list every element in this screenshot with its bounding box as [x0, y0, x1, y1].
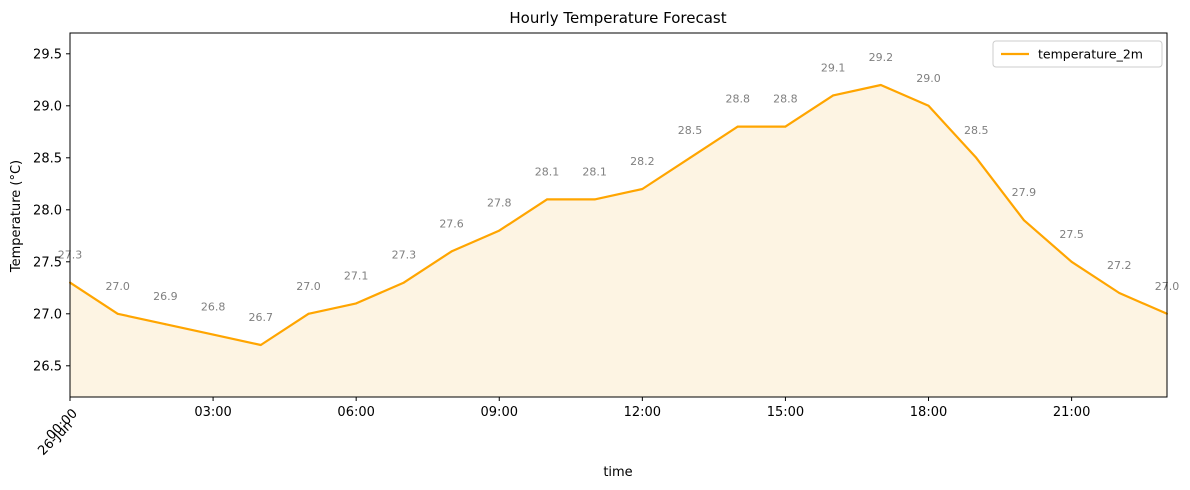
plot-area: 27.327.026.926.826.727.027.127.327.627.8… — [33, 32, 1179, 459]
data-point — [307, 312, 310, 315]
data-point — [784, 125, 787, 128]
data-point — [498, 229, 501, 232]
data-point — [879, 84, 882, 86]
data-point — [259, 344, 262, 346]
data-label: 27.0 — [105, 280, 130, 293]
data-label: 26.8 — [201, 301, 226, 314]
x-tick-label: 18:00 — [910, 405, 947, 420]
data-point — [545, 198, 548, 201]
data-point — [1022, 219, 1025, 222]
x-tick-label: 12:00 — [624, 405, 661, 420]
data-point — [975, 156, 978, 159]
data-label: 28.1 — [535, 165, 560, 178]
y-tick-label: 27.5 — [33, 255, 62, 270]
x-tick-label: 06:00 — [337, 405, 374, 420]
data-label: 28.5 — [964, 124, 989, 137]
y-tick-label: 28.5 — [33, 151, 62, 166]
data-point — [212, 333, 215, 336]
x-tick-label: 15:00 — [767, 405, 804, 420]
legend-label: temperature_2m — [1038, 47, 1143, 62]
data-point — [593, 198, 596, 201]
data-label: 27.0 — [296, 280, 321, 293]
data-point — [402, 281, 405, 284]
data-point — [1118, 292, 1121, 294]
data-label: 27.2 — [1107, 259, 1132, 272]
data-label: 28.1 — [582, 165, 607, 178]
data-point — [355, 302, 358, 305]
data-label: 27.8 — [487, 197, 512, 210]
data-point — [450, 250, 453, 253]
data-label: 28.2 — [630, 155, 655, 168]
legend: temperature_2m — [992, 40, 1163, 68]
data-label: 26.9 — [153, 290, 178, 303]
data-point — [116, 312, 119, 315]
y-axis-label: Temperature (°C) — [9, 160, 24, 273]
area-fill — [70, 85, 1167, 397]
chart-title: Hourly Temperature Forecast — [509, 9, 726, 27]
data-label: 27.6 — [439, 217, 464, 230]
data-label: 28.5 — [678, 124, 703, 137]
x-tick-label: 21:00 — [1053, 405, 1090, 420]
data-point — [164, 323, 167, 326]
x-axis-label: time — [603, 465, 632, 480]
data-point — [736, 125, 739, 128]
data-label: 29.1 — [821, 61, 846, 74]
data-label: 27.3 — [392, 249, 417, 262]
data-label: 26.7 — [249, 311, 274, 324]
data-point — [689, 156, 692, 159]
y-tick-label: 29.5 — [33, 47, 62, 62]
y-tick-label: 26.5 — [33, 359, 62, 374]
data-point — [1070, 260, 1073, 263]
y-tick-label: 28.0 — [33, 203, 62, 218]
x-tick-label: 03:00 — [194, 405, 231, 420]
plot-frame — [69, 32, 1168, 398]
data-label: 28.8 — [773, 93, 798, 106]
series-line-temperature_2m — [69, 83, 1168, 347]
data-label: 27.1 — [344, 269, 369, 282]
data-label: 29.0 — [916, 72, 941, 85]
data-point — [927, 104, 930, 107]
data-point — [641, 188, 644, 190]
y-tick-label: 27.0 — [33, 307, 62, 322]
y-tick-label: 29.0 — [33, 99, 62, 114]
data-label: 27.9 — [1012, 186, 1037, 199]
legend-box — [992, 40, 1163, 68]
x-tick-label: 09:00 — [481, 405, 518, 420]
data-label: 29.2 — [869, 51, 894, 64]
data-label: 28.8 — [725, 93, 750, 106]
data-label: 27.5 — [1059, 228, 1084, 241]
data-point — [832, 94, 835, 97]
